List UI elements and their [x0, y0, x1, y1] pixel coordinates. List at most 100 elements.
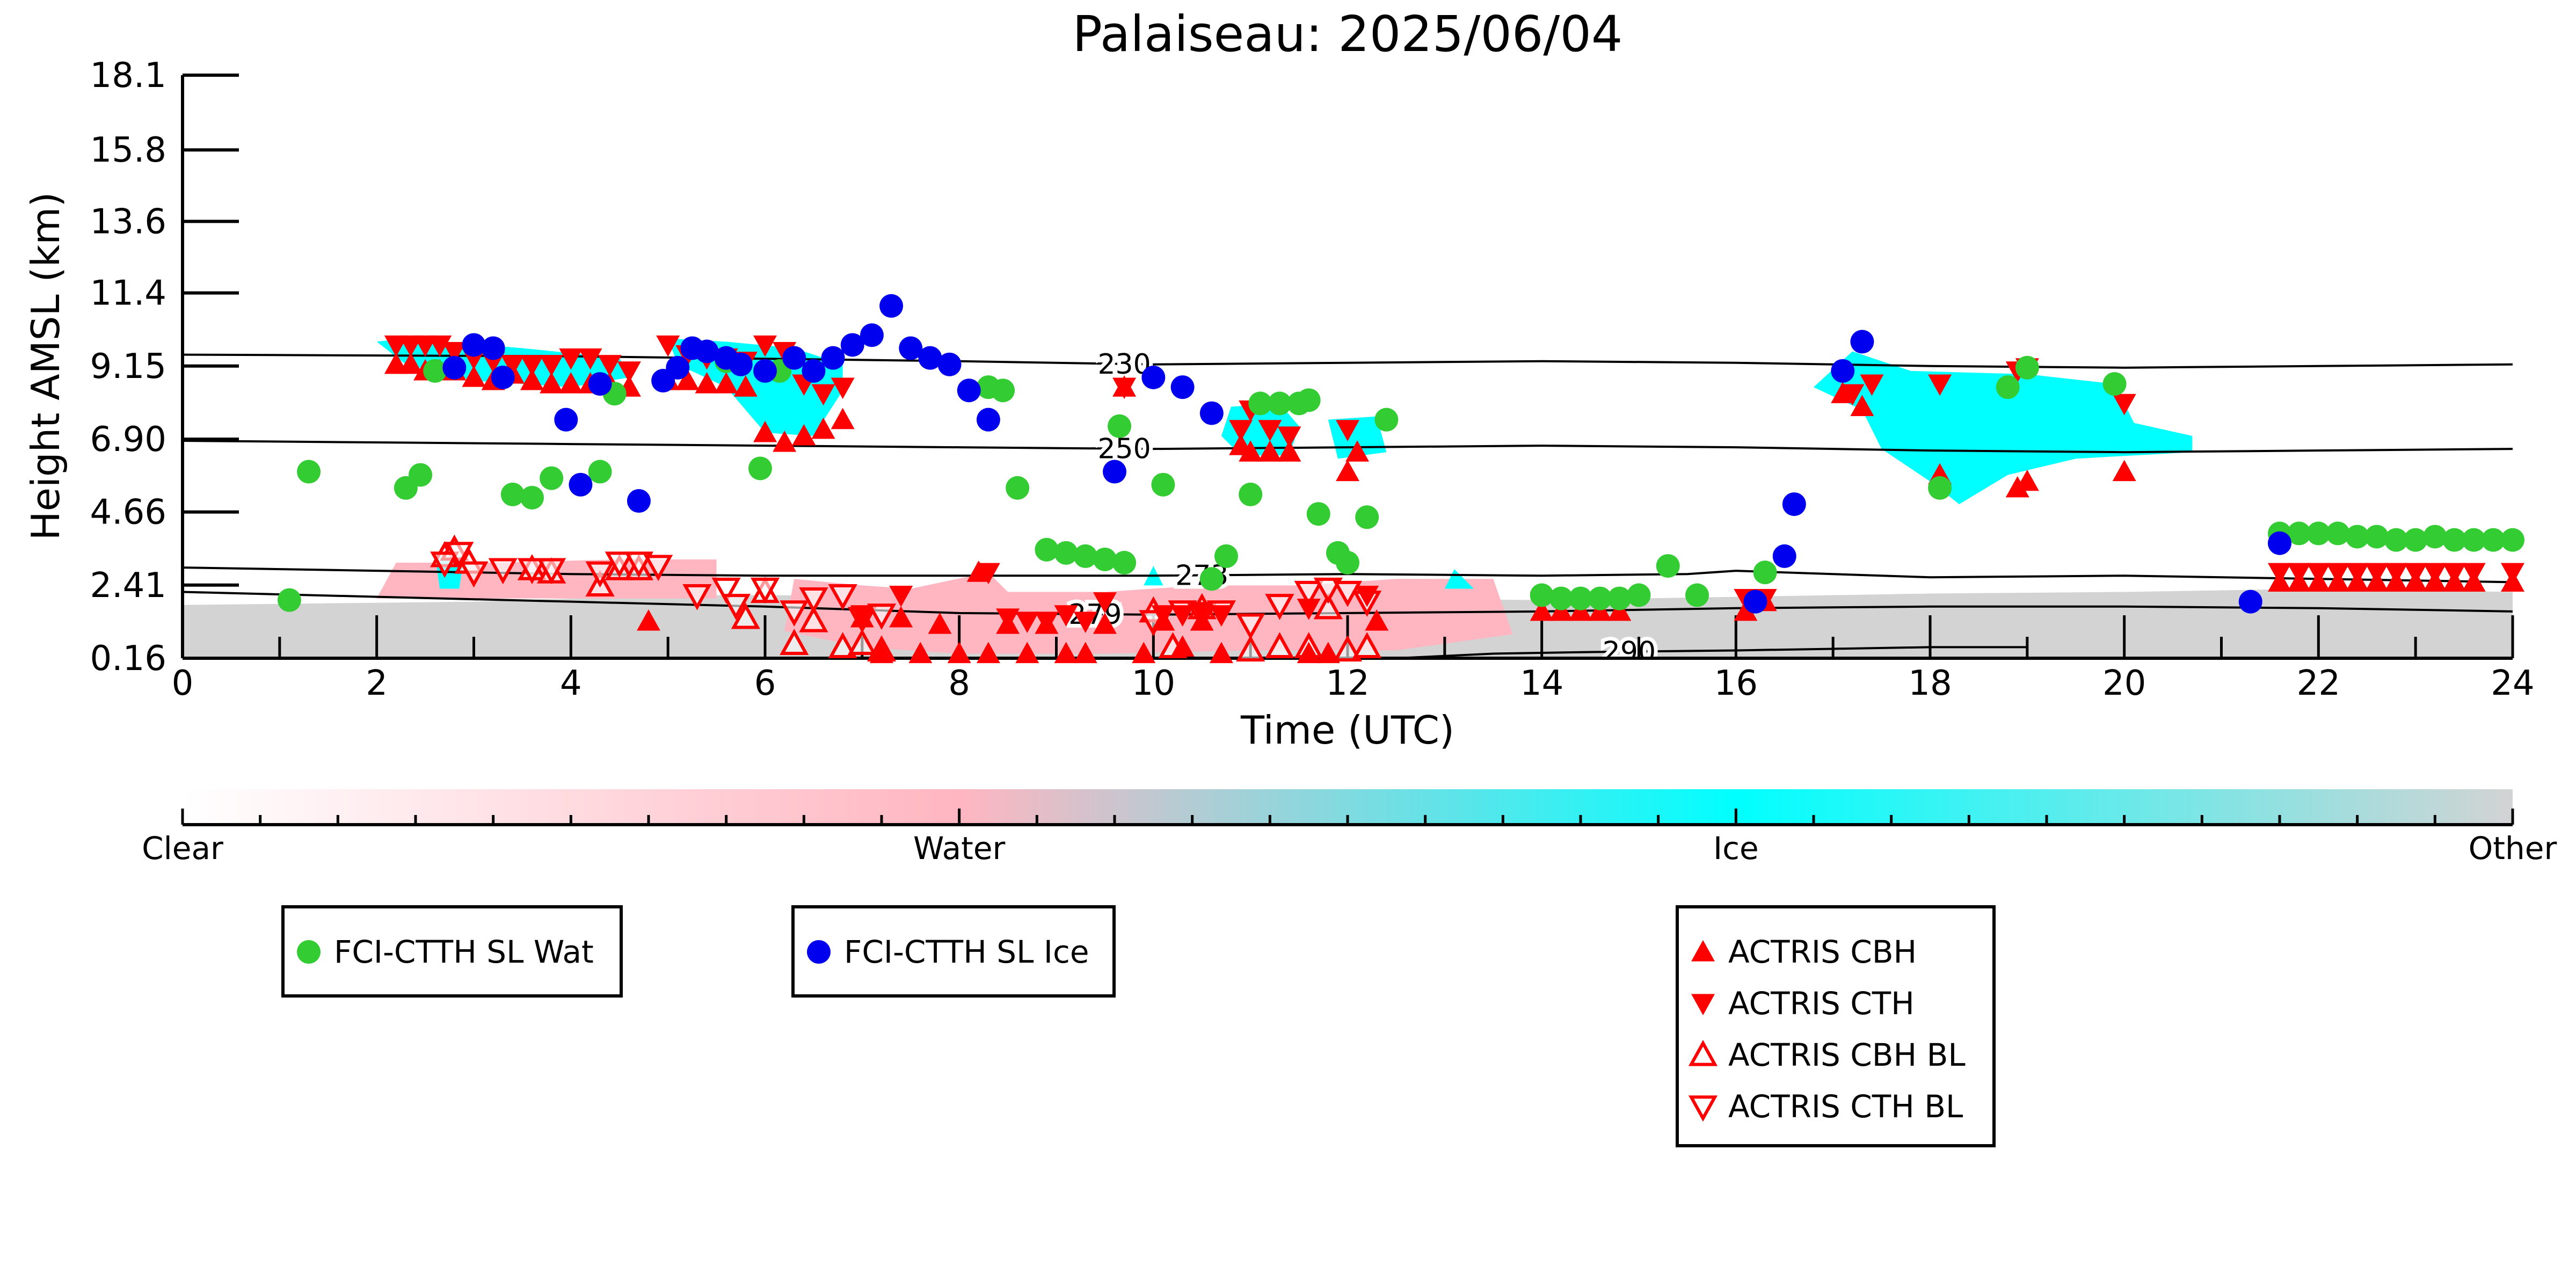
point-fci-ctth-sl-wat [1297, 388, 1321, 412]
point-fci-ctth-sl-wat [2326, 521, 2350, 545]
point-fci-ctth-sl-wat [1093, 547, 1117, 571]
point-fci-ctth-sl-ice [957, 379, 981, 403]
point-fci-ctth-sl-ice [442, 355, 467, 380]
point-actris-cth [442, 341, 467, 363]
point-actris-cbh [1209, 642, 1233, 664]
legend-ice: FCI-CTTH SL Ice [791, 905, 1116, 998]
point-actris-cbh [1588, 599, 1612, 621]
point-fci-ctth-sl-wat [1336, 551, 1359, 575]
point-fci-ctth-sl-ice [937, 352, 962, 376]
point-fci-ctth-sl-wat [2384, 528, 2408, 552]
point-actris-cbh [2005, 476, 2029, 498]
legend-wat: FCI-CTTH SL Wat [281, 905, 623, 998]
point-actris-cbh [773, 431, 797, 452]
point-fci-ctth-sl-ice [899, 336, 923, 360]
point-fci-ctth-sl-ice [1772, 544, 1796, 568]
point-actris-cth-bl [750, 577, 780, 604]
point-actris-cth [2442, 563, 2466, 585]
legend-actris-frame [1676, 905, 1996, 1147]
point-actris-cbh-bl [799, 606, 828, 632]
point-actris-cth [753, 335, 777, 357]
point-fci-ctth-sl-wat [991, 379, 1015, 403]
point-actris-cbh [1734, 599, 1758, 621]
point-actris-cbh [462, 365, 486, 387]
y-tick-label: 11.4 [90, 274, 167, 314]
point-actris-cbh [637, 609, 660, 631]
point-fci-ctth-sl-wat [2501, 528, 2524, 552]
point-fci-ctth-sl-ice [879, 294, 904, 318]
chart-title: Palaiseau: 2025/06/04 [1073, 5, 1623, 63]
point-fci-ctth-sl-ice [1199, 401, 1224, 425]
region-ice-7 [1814, 351, 2193, 505]
point-actris-cth [1035, 612, 1059, 633]
point-fci-ctth-sl-wat [540, 466, 564, 490]
point-actris-cth [850, 605, 874, 627]
point-actris-cth [1151, 605, 1175, 627]
point-actris-cbh [675, 369, 700, 390]
point-actris-cbh [559, 372, 583, 394]
legend-marker-actris-cth-bl [1688, 1095, 1718, 1122]
point-actris-cth [1112, 377, 1137, 399]
point-fci-ctth-sl-wat [1268, 391, 1292, 416]
point-actris-cth [1840, 384, 1865, 406]
point-actris-cbh-bl [1313, 593, 1343, 620]
point-actris-cth [1297, 599, 1321, 620]
y-tick-label: 18.1 [90, 56, 167, 96]
point-actris-cth [2306, 563, 2331, 585]
point-actris-cbh [1258, 440, 1282, 462]
legend-marker-fci-ctth-sl-wat [297, 940, 321, 964]
point-actris-cbh [928, 613, 952, 634]
point-actris-cbh [792, 424, 816, 446]
legend-ice-frame [791, 905, 1116, 998]
point-actris-cbh [1277, 440, 1301, 462]
x-tick-label: 4 [560, 664, 582, 703]
point-fci-ctth-sl-ice [840, 333, 864, 357]
point-actris-cth [520, 355, 544, 376]
point-fci-ctth-sl-wat [2423, 525, 2447, 549]
y-axis-label: Height AMSL (km) [23, 192, 68, 541]
point-actris-cth [2423, 563, 2447, 585]
point-actris-cth [656, 335, 680, 357]
region-ice-9 [1444, 569, 1474, 589]
point-fci-ctth-sl-wat [1569, 586, 1592, 610]
point-actris-cbh [1093, 613, 1117, 634]
point-actris-cth [1170, 605, 1195, 627]
point-fci-ctth-sl-ice [782, 346, 806, 370]
point-fci-ctth-sl-ice [2268, 531, 2291, 555]
point-actris-cth-bl [488, 558, 518, 585]
point-actris-cbh [831, 407, 855, 430]
x-tick-label: 14 [1520, 664, 1563, 703]
legend-actris: ACTRIS CBH ACTRIS CTH ACTRIS CBH BL ACTRIS … [1676, 905, 1996, 1147]
point-fci-ctth-sl-wat [1588, 586, 1612, 610]
point-fci-ctth-sl-ice [1831, 359, 1855, 383]
point-fci-ctth-sl-wat [1374, 407, 1399, 432]
point-actris-cbh [947, 642, 971, 664]
y-tick-label: 4.66 [90, 493, 167, 533]
point-fci-ctth-sl-ice [1743, 590, 1767, 614]
point-actris-cbh-bl [828, 632, 857, 659]
point-fci-ctth-sl-wat [520, 485, 544, 510]
point-fci-ctth-sl-wat [2102, 372, 2127, 396]
point-actris-cth [1336, 420, 1359, 441]
point-actris-cbh [1365, 609, 1389, 631]
point-actris-cbh-bl [780, 629, 809, 655]
point-fci-ctth-sl-ice [753, 359, 777, 383]
point-fci-ctth-sl-ice [1782, 492, 1806, 516]
point-actris-cth-bl [1313, 577, 1343, 604]
point-fci-ctth-sl-wat [2015, 355, 2039, 380]
point-actris-cth-bl [624, 551, 654, 578]
point-actris-cth [996, 608, 1020, 630]
legend-marker-actris-cbh-bl [1688, 1039, 1718, 1066]
point-actris-cth [1355, 585, 1379, 607]
point-fci-ctth-sl-wat [1753, 561, 1777, 585]
y-tick-label: 9.15 [90, 347, 167, 387]
point-fci-ctth-sl-ice [821, 346, 845, 370]
point-actris-cth [617, 361, 641, 383]
legend-label-actris-cth: ACTRIS CTH [1728, 985, 1915, 1022]
point-actris-cth [2268, 563, 2291, 585]
legend-label-fci-ctth-sl-ice: FCI-CTTH SL Ice [844, 934, 1089, 970]
point-fci-ctth-sl-wat [1108, 414, 1132, 438]
point-fci-ctth-sl-wat [2287, 521, 2311, 545]
point-actris-cbh [695, 372, 719, 394]
